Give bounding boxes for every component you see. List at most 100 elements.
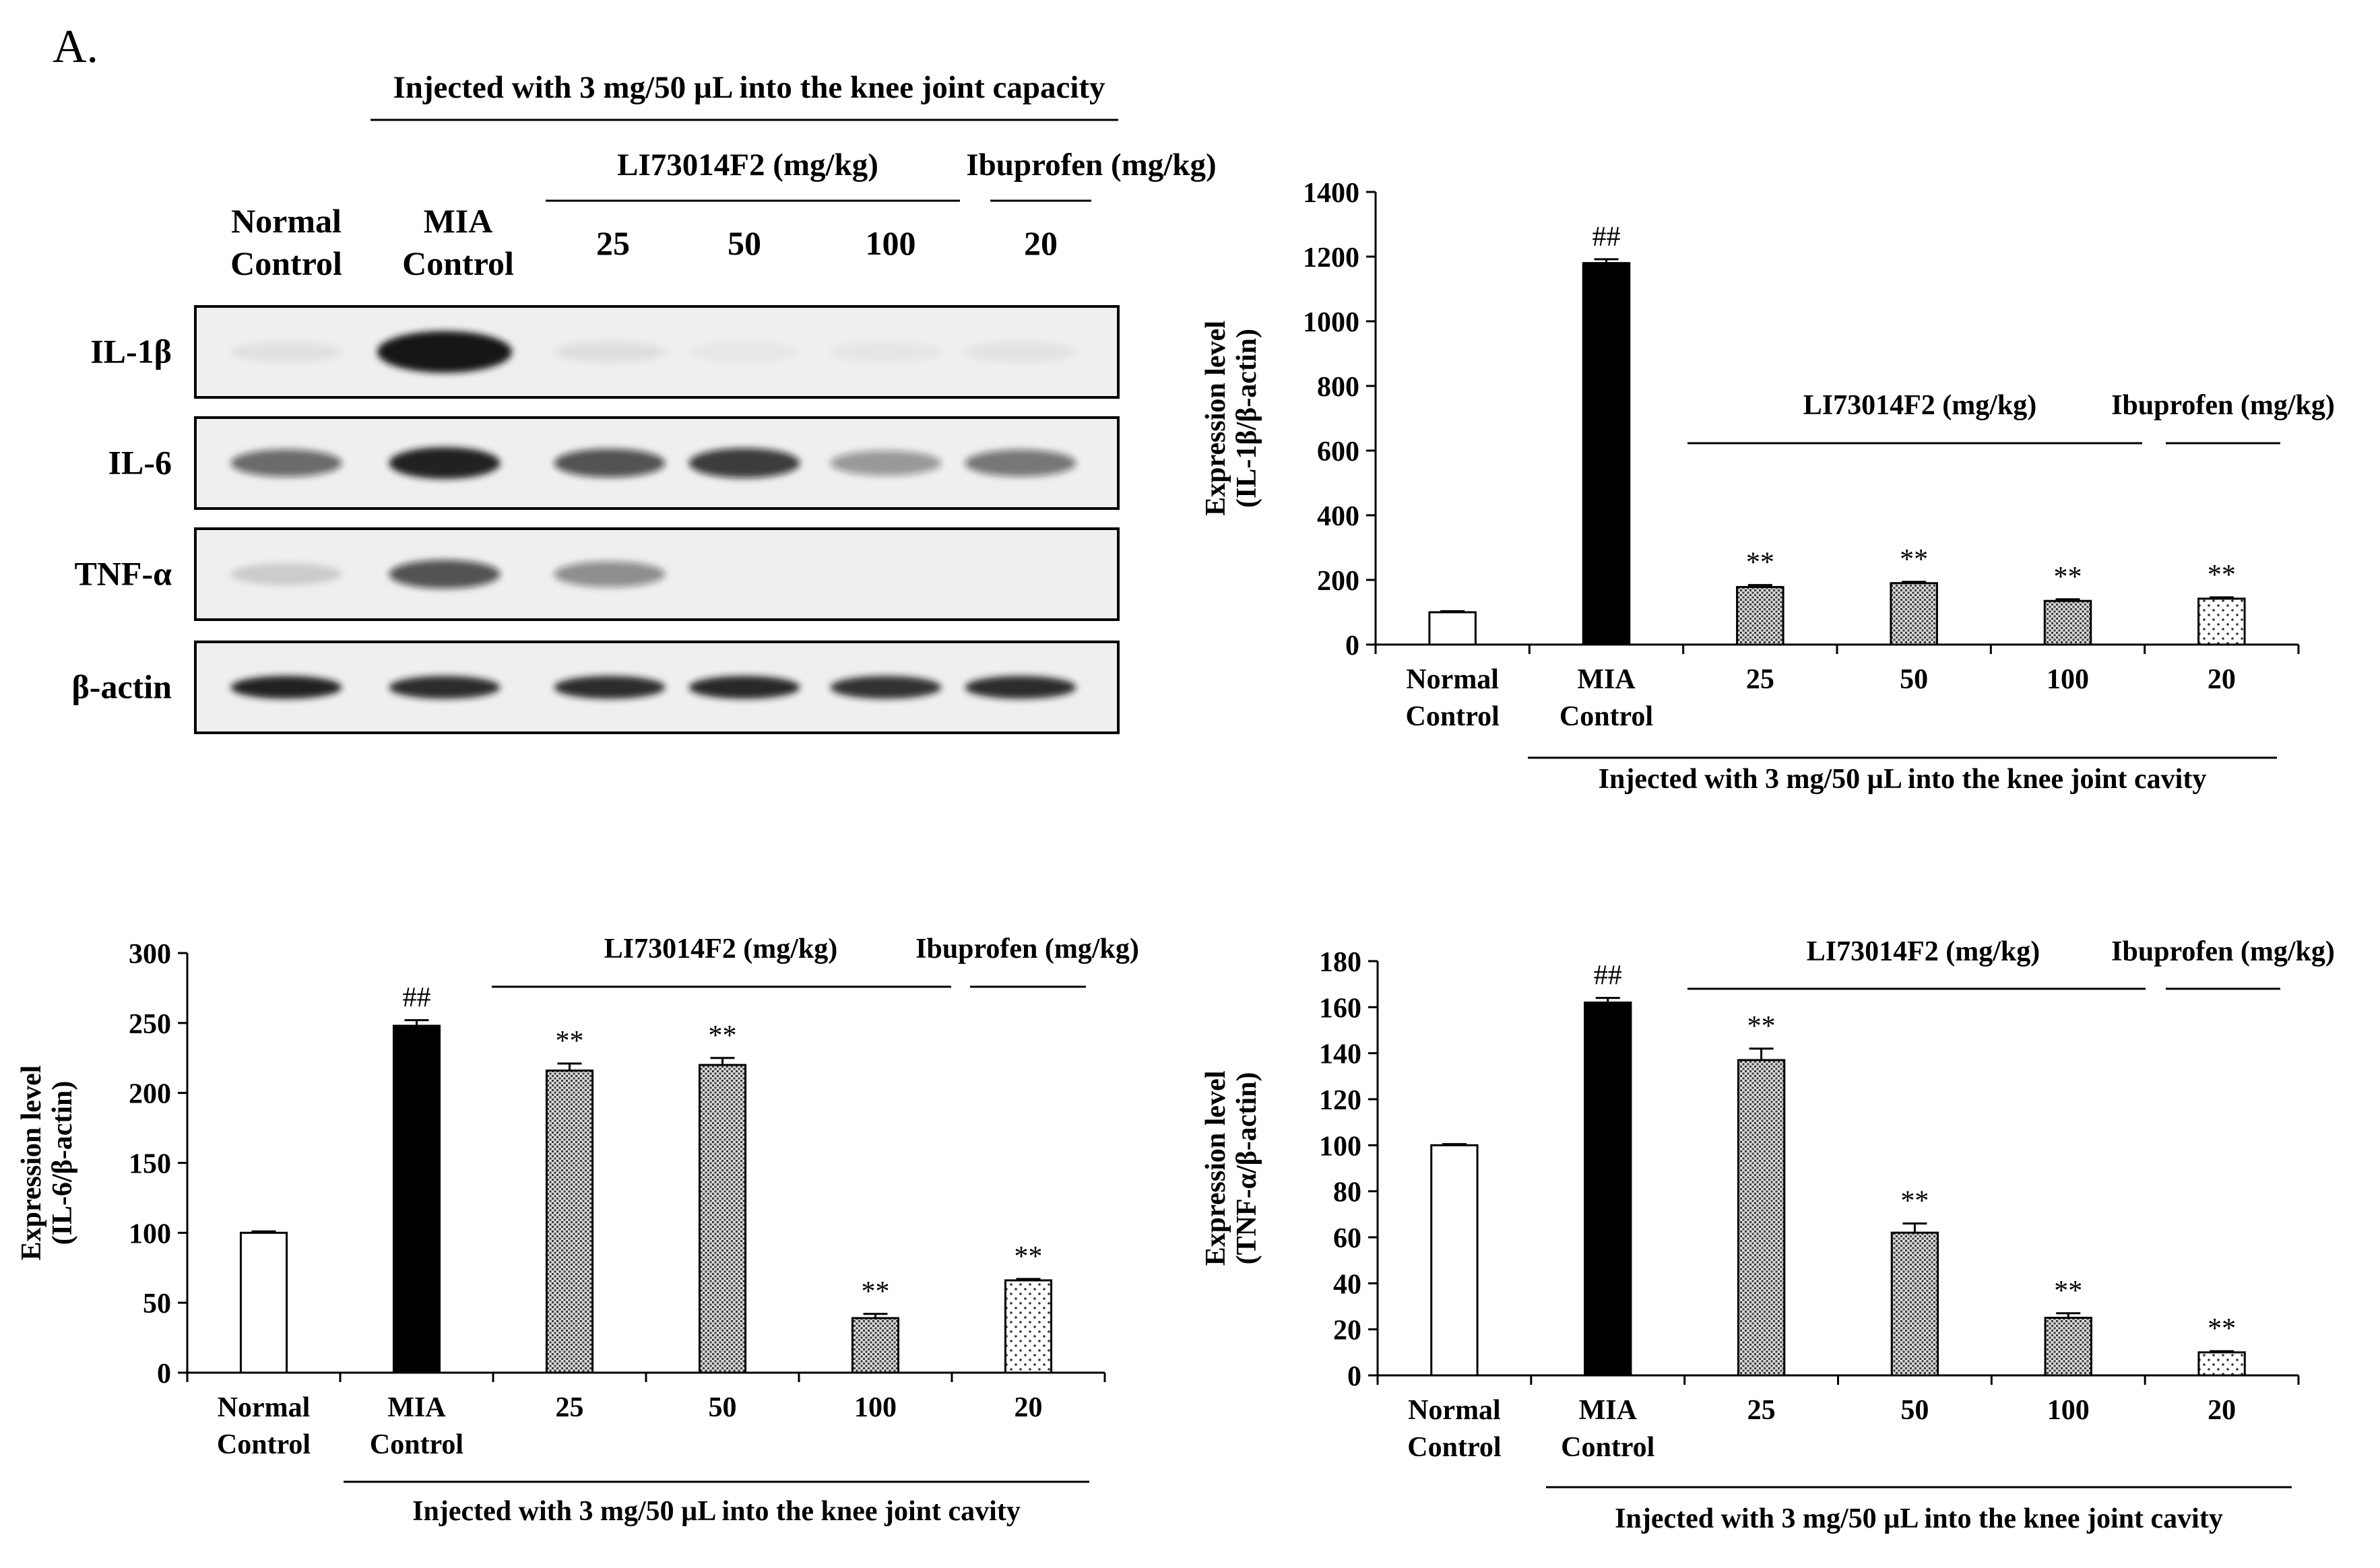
x-tick-label: 100 — [854, 1392, 897, 1423]
blot-row: IL-6 — [108, 416, 1120, 510]
blot-band — [965, 676, 1076, 699]
blot-band — [554, 341, 666, 363]
blot-band — [830, 450, 942, 476]
y-tick-label: 40 — [1333, 1269, 1361, 1300]
bar — [1584, 1002, 1632, 1377]
lane-label: 100 — [866, 224, 916, 262]
lane-label: 25 — [596, 224, 630, 262]
lane-label: 20 — [1024, 224, 1058, 262]
x-tick-label: 100 — [2047, 1395, 2090, 1426]
x-tick-label: Normal — [1408, 1395, 1501, 1426]
blot-row: IL-1β — [90, 305, 1120, 399]
bar — [2197, 597, 2246, 646]
blot-row-label: β-actin — [71, 668, 172, 706]
x-tick-label: Control — [1559, 701, 1653, 732]
blot-band — [830, 676, 942, 699]
bar — [1890, 582, 1938, 646]
bar — [2044, 1317, 2092, 1377]
x-tick-label: Normal — [218, 1392, 311, 1423]
y-tick-label: 1000 — [1303, 307, 1359, 338]
blot-band — [377, 331, 512, 373]
y-tick-label: 140 — [1319, 1039, 1361, 1070]
lane-label: Normal — [231, 202, 342, 240]
y-tick-label: 250 — [129, 1009, 171, 1040]
blot-band — [554, 561, 666, 587]
chart-tnfa: 0 20 40 60 80 100 120 140 160 180 Expression level… — [1200, 936, 2335, 1534]
bar — [2043, 599, 2092, 646]
y-tick-label: 1200 — [1303, 242, 1359, 273]
blot-band — [230, 563, 342, 585]
blot-band — [554, 449, 666, 478]
panel-label: A. — [53, 21, 98, 73]
x-axis-label: Injected with 3 mg/50 µL into the knee j… — [412, 1496, 1021, 1527]
x-tick-label: Control — [1406, 701, 1500, 732]
lane-label: MIA — [424, 202, 493, 240]
y-tick-label: 400 — [1317, 501, 1359, 532]
x-tick-label: 20 — [2208, 1395, 2236, 1426]
y-tick-label: 60 — [1333, 1223, 1361, 1254]
y-tick-label: 100 — [129, 1218, 171, 1249]
significance-mark: ** — [709, 1020, 737, 1051]
significance-mark: ## — [1594, 960, 1622, 991]
blot-header: Injected with 3 mg/50 µL into the knee j… — [393, 70, 1105, 105]
blot-band — [688, 676, 800, 699]
y-axis-label: Expression level(IL-1β/β-actin) — [1200, 321, 1262, 516]
blot-row: β-actin — [71, 641, 1120, 734]
significance-mark: ** — [1747, 1011, 1776, 1042]
x-tick-label: Control — [217, 1429, 311, 1460]
blot-li-label: LI73014F2 (mg/kg) — [617, 148, 878, 183]
y-tick-label: 100 — [1319, 1131, 1361, 1162]
western-blot: Injected with 3 mg/50 µL into the knee j… — [71, 70, 1217, 734]
x-tick-label: 25 — [1746, 664, 1774, 695]
y-tick-label: 300 — [129, 939, 171, 970]
group-label-ibu: Ibuprofen (mg/kg) — [2111, 390, 2335, 421]
blot-lane-labels: Normal Control MIA Control 25 50 100 20 — [230, 202, 1058, 282]
blot-row-label: TNF-α — [74, 555, 172, 593]
significance-mark: ** — [2208, 560, 2236, 591]
x-tick-label: Control — [1561, 1432, 1654, 1463]
blot-row-label: IL-6 — [108, 444, 172, 482]
bar — [239, 1231, 288, 1374]
x-tick-label: 20 — [1015, 1392, 1043, 1423]
y-tick-label: 600 — [1317, 436, 1359, 467]
significance-mark: ** — [2054, 562, 2082, 593]
bar — [392, 1024, 441, 1374]
significance-mark: ** — [862, 1276, 890, 1307]
blot-band — [965, 341, 1076, 362]
bar — [1004, 1279, 1053, 1374]
y-tick-label: 180 — [1319, 947, 1361, 978]
y-tick-label: 120 — [1319, 1085, 1361, 1116]
x-tick-label: 25 — [556, 1392, 584, 1423]
bar — [1890, 1231, 1939, 1377]
blot-band — [965, 449, 1076, 477]
blot-band — [688, 448, 800, 478]
y-tick-label: 0 — [1347, 1361, 1361, 1392]
bar — [1428, 611, 1477, 646]
bar — [1430, 1144, 1479, 1377]
group-label-li: LI73014F2 (mg/kg) — [1803, 390, 2037, 421]
lane-label: Control — [402, 244, 514, 282]
lane-label: 50 — [728, 224, 761, 262]
y-tick-label: 0 — [1345, 630, 1359, 661]
significance-mark: ** — [2208, 1313, 2236, 1344]
x-tick-label: Normal — [1406, 664, 1499, 695]
bar — [851, 1317, 900, 1374]
x-tick-label: Control — [370, 1429, 463, 1460]
lane-label: Control — [230, 244, 342, 282]
blot-band — [230, 341, 342, 363]
y-tick-label: 20 — [1333, 1315, 1361, 1346]
x-tick-label: MIA — [1577, 664, 1636, 695]
significance-mark: ** — [1900, 544, 1928, 575]
blot-rows: IL-1β IL-6 TNF-α β-actin — [71, 305, 1120, 734]
y-tick-label: 800 — [1317, 372, 1359, 403]
y-tick-label: 200 — [1317, 566, 1359, 597]
x-tick-label: 50 — [1900, 664, 1928, 695]
x-axis-label: Injected with 3 mg/50 µL into the knee j… — [1599, 764, 2207, 795]
x-tick-label: 50 — [1900, 1395, 1929, 1426]
blot-band — [554, 676, 666, 699]
y-axis-label: Expression level(TNF-α/β-actin) — [1200, 1071, 1262, 1266]
bar — [1736, 586, 1784, 646]
significance-mark: ** — [1015, 1241, 1043, 1272]
blot-row: TNF-α — [74, 527, 1120, 621]
group-label-ibu: Ibuprofen (mg/kg) — [2111, 936, 2335, 967]
